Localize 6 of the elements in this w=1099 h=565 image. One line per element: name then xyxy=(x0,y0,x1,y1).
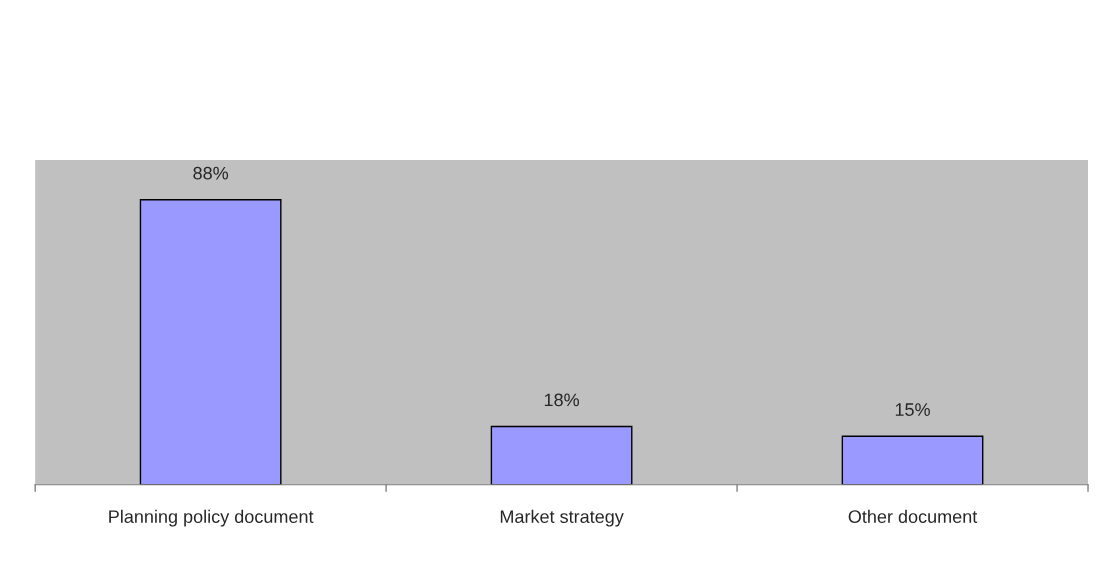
data-label: 88% xyxy=(193,166,229,180)
data-label: 18% xyxy=(544,393,580,407)
x-tick-label: Planning policy document xyxy=(109,509,314,527)
x-tick-label: Other document xyxy=(848,509,978,524)
data-label: 15% xyxy=(895,403,930,416)
x-tick-label: Market strategy xyxy=(500,509,624,527)
